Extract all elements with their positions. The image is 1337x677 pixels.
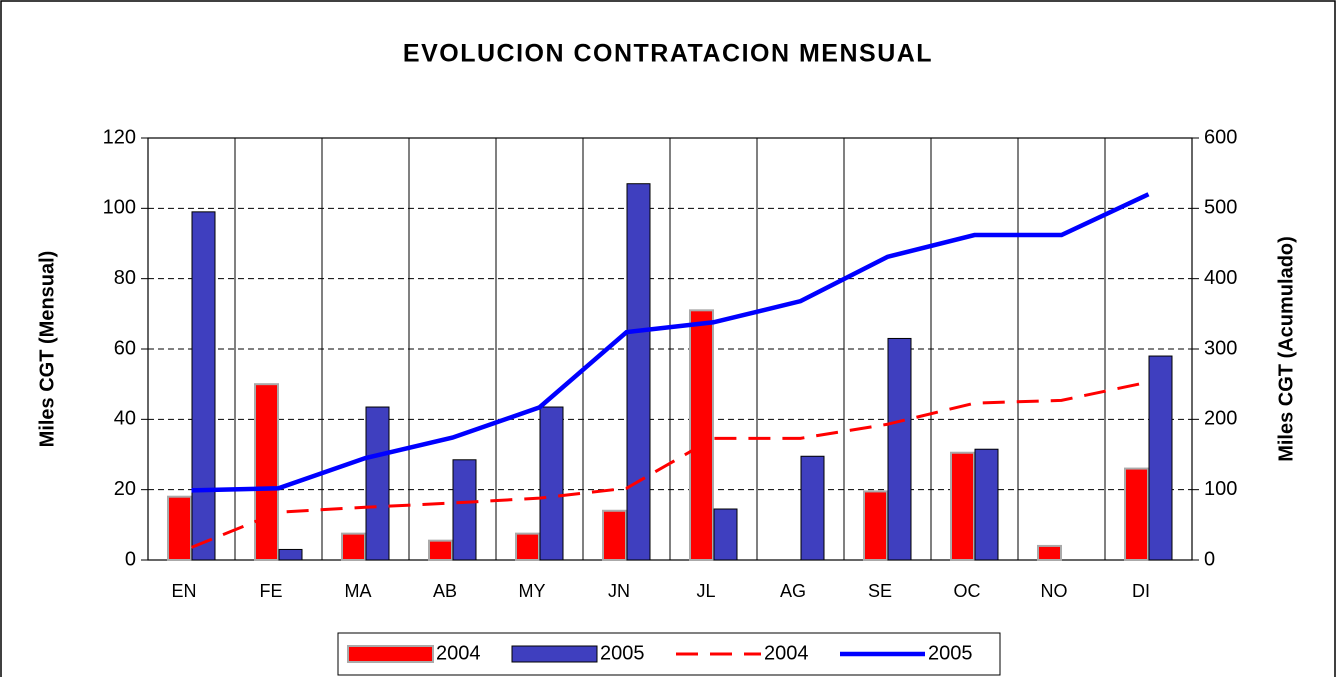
y2-tick-label: 400 (1204, 267, 1237, 289)
bar (713, 508, 738, 561)
bar (800, 455, 825, 561)
chart-title: EVOLUCION CONTRATACION MENSUAL (403, 40, 933, 68)
legend-swatch (511, 645, 598, 663)
x-tick-label: OC (954, 581, 981, 601)
y-tick-label: 40 (114, 408, 136, 430)
y-tick-label: 120 (103, 126, 136, 148)
bar (1148, 355, 1173, 561)
bar (428, 539, 453, 561)
x-tick-label: JL (696, 581, 715, 601)
y2-tick-label: 600 (1204, 126, 1237, 148)
x-tick-label: AG (780, 581, 806, 601)
y2-tick-label: 0 (1204, 548, 1215, 570)
bar (278, 548, 303, 561)
bar (254, 383, 279, 561)
bar (626, 183, 651, 561)
bar (191, 211, 216, 561)
bar (167, 495, 192, 562)
y-tick-label: 100 (103, 197, 136, 219)
x-tick-label: MA (345, 581, 372, 601)
x-tick-label: MY (519, 581, 546, 601)
bar (602, 509, 627, 561)
y-axis-label: Miles CGT (Mensual) (36, 251, 58, 448)
x-tick-label: NO (1041, 581, 1068, 601)
bar (950, 451, 975, 561)
line-series (190, 380, 1149, 549)
bar (689, 309, 714, 562)
legend-label: 2005 (600, 642, 645, 664)
bar (365, 406, 390, 561)
legend-swatch (347, 645, 434, 663)
y2-tick-label: 100 (1204, 478, 1237, 500)
y2-tick-label: 500 (1204, 197, 1237, 219)
y2-axis-label: Miles CGT (Acumulado) (1275, 236, 1297, 462)
bar (863, 490, 888, 561)
x-tick-label: EN (171, 581, 196, 601)
x-tick-label: FE (259, 581, 282, 601)
x-tick-label: DI (1132, 581, 1150, 601)
y-tick-label: 0 (125, 548, 136, 570)
y2-tick-label: 300 (1204, 337, 1237, 359)
x-tick-label: JN (608, 581, 630, 601)
legend-label: 2005 (928, 642, 973, 664)
bar (515, 532, 540, 561)
bar (452, 459, 477, 561)
x-tick-label: SE (868, 581, 892, 601)
plot-area (147, 137, 1193, 561)
y2-tick-label: 200 (1204, 408, 1237, 430)
y-tick-label: 60 (114, 337, 136, 359)
bar (1124, 467, 1149, 562)
bar (539, 406, 564, 561)
bar (341, 532, 366, 561)
legend-label: 2004 (436, 642, 481, 664)
legend-label: 2004 (764, 642, 809, 664)
y-tick-label: 80 (114, 267, 136, 289)
x-tick-label: AB (433, 581, 457, 601)
bar (974, 448, 999, 561)
bar (887, 337, 912, 561)
line-series (191, 192, 1150, 493)
bar (1037, 544, 1062, 562)
y-tick-label: 20 (114, 478, 136, 500)
